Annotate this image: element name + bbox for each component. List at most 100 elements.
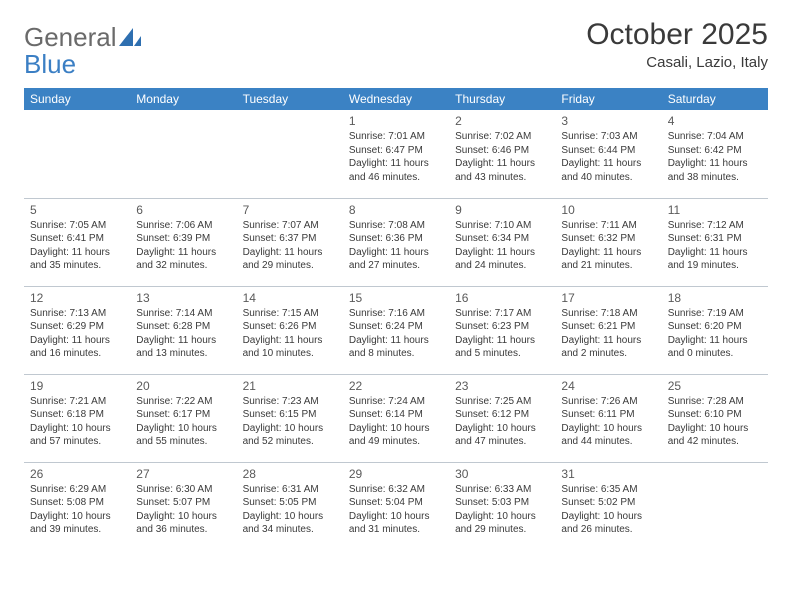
day-info: Sunrise: 7:22 AMSunset: 6:17 PMDaylight:…	[136, 395, 230, 449]
day-cell: 10 Sunrise: 7:11 AMSunset: 6:32 PMDayligh…	[555, 198, 661, 286]
day-info: Sunrise: 7:14 AMSunset: 6:28 PMDaylight:…	[136, 307, 230, 361]
day-number: 1	[349, 114, 443, 128]
day-info: Sunrise: 7:26 AMSunset: 6:11 PMDaylight:…	[561, 395, 655, 449]
week-row: 5 Sunrise: 7:05 AMSunset: 6:41 PMDaylight…	[24, 198, 768, 286]
day-number: 9	[455, 203, 549, 217]
day-header: Monday	[130, 88, 236, 110]
week-row: 19 Sunrise: 7:21 AMSunset: 6:18 PMDayligh…	[24, 374, 768, 462]
logo-text-general: General	[24, 22, 117, 52]
logo-text-blue: Blue	[24, 49, 76, 79]
day-header: Friday	[555, 88, 661, 110]
day-number: 17	[561, 291, 655, 305]
day-cell: 1 Sunrise: 7:01 AMSunset: 6:47 PMDaylight…	[343, 110, 449, 198]
day-number: 12	[30, 291, 124, 305]
day-cell: 30 Sunrise: 6:33 AMSunset: 5:03 PMDayligh…	[449, 462, 555, 550]
day-number: 14	[243, 291, 337, 305]
day-info: Sunrise: 6:35 AMSunset: 5:02 PMDaylight:…	[561, 483, 655, 537]
day-cell: 17 Sunrise: 7:18 AMSunset: 6:21 PMDayligh…	[555, 286, 661, 374]
day-number: 28	[243, 467, 337, 481]
day-number: 26	[30, 467, 124, 481]
day-number: 27	[136, 467, 230, 481]
calendar-table: SundayMondayTuesdayWednesdayThursdayFrid…	[24, 88, 768, 550]
day-header: Wednesday	[343, 88, 449, 110]
day-cell	[237, 110, 343, 198]
day-cell: 16 Sunrise: 7:17 AMSunset: 6:23 PMDayligh…	[449, 286, 555, 374]
day-header: Thursday	[449, 88, 555, 110]
day-number: 4	[668, 114, 762, 128]
day-cell	[662, 462, 768, 550]
day-info: Sunrise: 7:19 AMSunset: 6:20 PMDaylight:…	[668, 307, 762, 361]
day-info: Sunrise: 7:04 AMSunset: 6:42 PMDaylight:…	[668, 130, 762, 184]
day-cell: 19 Sunrise: 7:21 AMSunset: 6:18 PMDayligh…	[24, 374, 130, 462]
week-row: 12Sunrise: 7:13 AMSunset: 6:29 PMDayligh…	[24, 286, 768, 374]
day-cell: 20 Sunrise: 7:22 AMSunset: 6:17 PMDayligh…	[130, 374, 236, 462]
day-info: Sunrise: 6:32 AMSunset: 5:04 PMDaylight:…	[349, 483, 443, 537]
day-info: Sunrise: 7:10 AMSunset: 6:34 PMDaylight:…	[455, 219, 549, 273]
day-number: 22	[349, 379, 443, 393]
day-cell: 5 Sunrise: 7:05 AMSunset: 6:41 PMDaylight…	[24, 198, 130, 286]
day-number: 6	[136, 203, 230, 217]
day-info: Sunrise: 7:07 AMSunset: 6:37 PMDaylight:…	[243, 219, 337, 273]
day-cell: 24 Sunrise: 7:26 AMSunset: 6:11 PMDayligh…	[555, 374, 661, 462]
title-block: October 2025 Casali, Lazio, Italy	[586, 18, 768, 71]
logo-text-block: General Blue	[24, 24, 141, 78]
day-info: Sunrise: 7:25 AMSunset: 6:12 PMDaylight:…	[455, 395, 549, 449]
month-title: October 2025	[586, 18, 768, 52]
day-info: Sunrise: 6:31 AMSunset: 5:05 PMDaylight:…	[243, 483, 337, 537]
day-cell: 4 Sunrise: 7:04 AMSunset: 6:42 PMDaylight…	[662, 110, 768, 198]
calendar-page: General Blue October 2025 Casali, Lazio,…	[0, 0, 792, 568]
day-cell: 22 Sunrise: 7:24 AMSunset: 6:14 PMDayligh…	[343, 374, 449, 462]
day-number: 19	[30, 379, 124, 393]
page-header: General Blue October 2025 Casali, Lazio,…	[24, 18, 768, 78]
day-header: Sunday	[24, 88, 130, 110]
day-info: Sunrise: 7:08 AMSunset: 6:36 PMDaylight:…	[349, 219, 443, 273]
day-number: 20	[136, 379, 230, 393]
day-cell: 28 Sunrise: 6:31 AMSunset: 5:05 PMDayligh…	[237, 462, 343, 550]
day-info: Sunrise: 7:24 AMSunset: 6:14 PMDaylight:…	[349, 395, 443, 449]
sail-icon	[119, 28, 141, 51]
day-cell: 2Sunrise: 7:02 AMSunset: 6:46 PMDaylight…	[449, 110, 555, 198]
day-header: Saturday	[662, 88, 768, 110]
day-number: 11	[668, 203, 762, 217]
day-number: 30	[455, 467, 549, 481]
day-cell: 6 Sunrise: 7:06 AMSunset: 6:39 PMDaylight…	[130, 198, 236, 286]
day-info: Sunrise: 7:17 AMSunset: 6:23 PMDaylight:…	[455, 307, 549, 361]
day-info: Sunrise: 7:02 AMSunset: 6:46 PMDaylight:…	[455, 130, 549, 184]
day-info: Sunrise: 7:01 AMSunset: 6:47 PMDaylight:…	[349, 130, 443, 184]
day-number: 25	[668, 379, 762, 393]
day-info: Sunrise: 7:06 AMSunset: 6:39 PMDaylight:…	[136, 219, 230, 273]
day-info: Sunrise: 6:29 AMSunset: 5:08 PMDaylight:…	[30, 483, 124, 537]
day-info: Sunrise: 7:21 AMSunset: 6:18 PMDaylight:…	[30, 395, 124, 449]
day-info: Sunrise: 7:05 AMSunset: 6:41 PMDaylight:…	[30, 219, 124, 273]
day-cell: 23Sunrise: 7:25 AMSunset: 6:12 PMDayligh…	[449, 374, 555, 462]
logo: General Blue	[24, 18, 141, 78]
day-info: Sunrise: 7:16 AMSunset: 6:24 PMDaylight:…	[349, 307, 443, 361]
day-number: 16	[455, 291, 549, 305]
day-cell: 29 Sunrise: 6:32 AMSunset: 5:04 PMDayligh…	[343, 462, 449, 550]
day-header-row: SundayMondayTuesdayWednesdayThursdayFrid…	[24, 88, 768, 110]
day-number: 18	[668, 291, 762, 305]
day-header: Tuesday	[237, 88, 343, 110]
week-row: 26 Sunrise: 6:29 AMSunset: 5:08 PMDayligh…	[24, 462, 768, 550]
day-number: 10	[561, 203, 655, 217]
day-cell: 31 Sunrise: 6:35 AMSunset: 5:02 PMDayligh…	[555, 462, 661, 550]
day-info: Sunrise: 6:33 AMSunset: 5:03 PMDaylight:…	[455, 483, 549, 537]
day-number: 31	[561, 467, 655, 481]
day-cell: 21Sunrise: 7:23 AMSunset: 6:15 PMDayligh…	[237, 374, 343, 462]
day-cell: 8Sunrise: 7:08 AMSunset: 6:36 PMDaylight…	[343, 198, 449, 286]
day-cell: 14Sunrise: 7:15 AMSunset: 6:26 PMDayligh…	[237, 286, 343, 374]
day-number: 5	[30, 203, 124, 217]
day-number: 24	[561, 379, 655, 393]
day-cell: 11Sunrise: 7:12 AMSunset: 6:31 PMDayligh…	[662, 198, 768, 286]
week-row: 1 Sunrise: 7:01 AMSunset: 6:47 PMDaylight…	[24, 110, 768, 198]
day-cell: 25Sunrise: 7:28 AMSunset: 6:10 PMDayligh…	[662, 374, 768, 462]
day-cell: 13Sunrise: 7:14 AMSunset: 6:28 PMDayligh…	[130, 286, 236, 374]
day-info: Sunrise: 7:18 AMSunset: 6:21 PMDaylight:…	[561, 307, 655, 361]
day-info: Sunrise: 6:30 AMSunset: 5:07 PMDaylight:…	[136, 483, 230, 537]
day-number: 29	[349, 467, 443, 481]
day-info: Sunrise: 7:11 AMSunset: 6:32 PMDaylight:…	[561, 219, 655, 273]
day-cell	[24, 110, 130, 198]
day-number: 7	[243, 203, 337, 217]
day-number: 21	[243, 379, 337, 393]
day-number: 3	[561, 114, 655, 128]
